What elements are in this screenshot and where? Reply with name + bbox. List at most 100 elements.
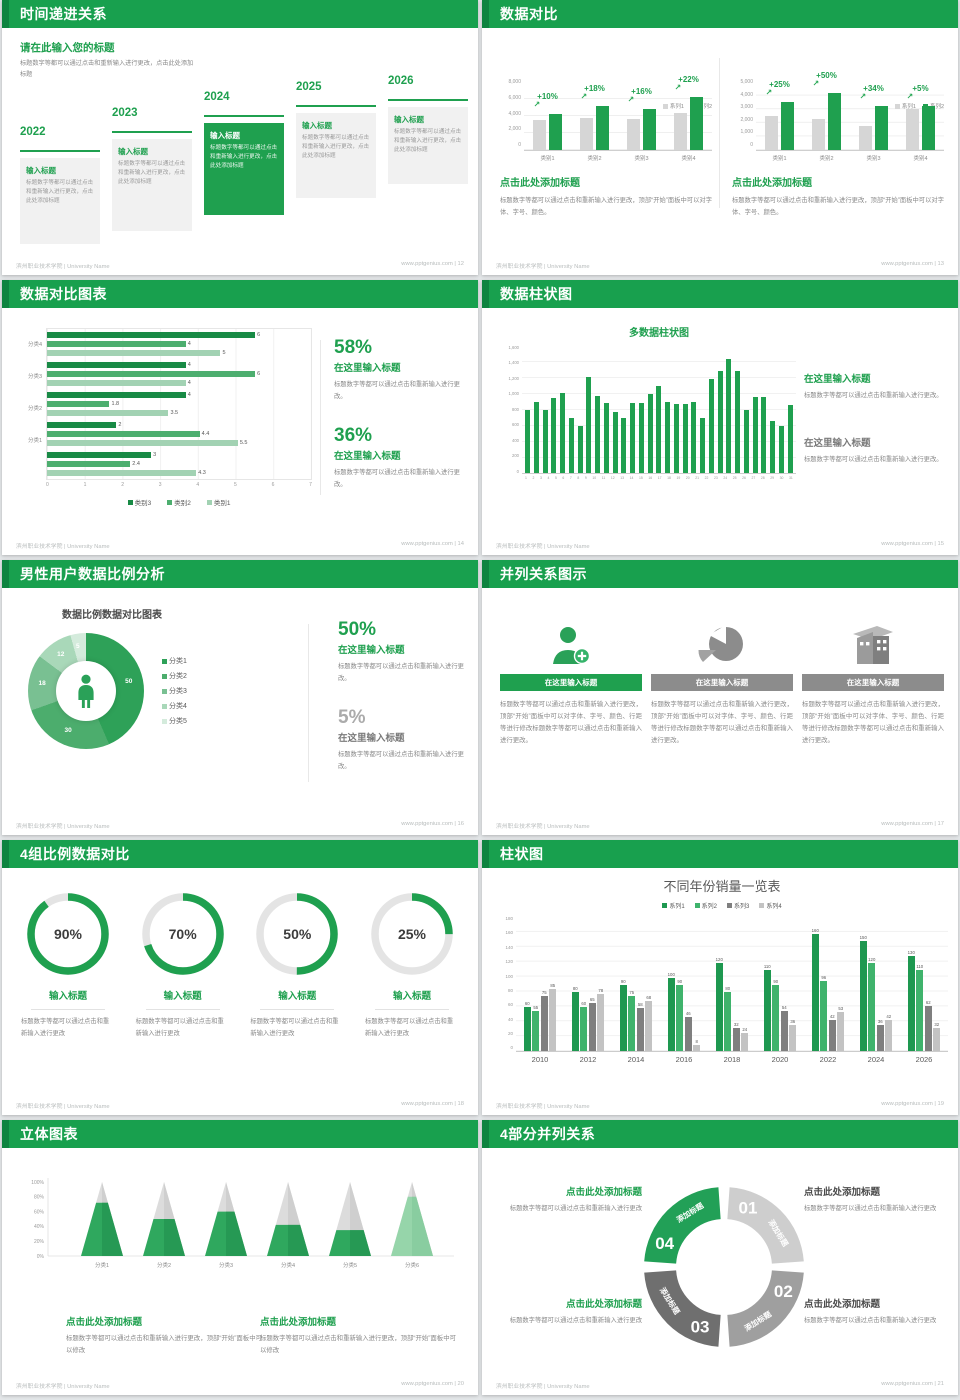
x-axis: 0 1 2 3 4 5 6 7	[46, 482, 312, 488]
bar	[47, 451, 152, 459]
chart-plot: 1,600 1,400 1,200 1,000 800 600 400 200 0	[496, 345, 796, 474]
bar-wrap: 24	[741, 1027, 749, 1051]
bar	[533, 402, 539, 473]
slide-page-20[interactable]: 立体图表 100% 80% 60% 40% 20% 0% 分类1 分类2 分类3 分类4 分类5 分类…	[2, 1120, 478, 1395]
slide-page-16[interactable]: 男性用户数据比例分析 数据比例数据对比图表 50 30 18 12 5 分类1 分类2 分类3 分…	[2, 560, 478, 835]
slide-page-12[interactable]: 时间递进关系 请在此输入您的标题 标题数字等都可以通过点击和重新输入进行更改，点…	[2, 0, 478, 275]
bar	[700, 417, 706, 473]
slide-page-13[interactable]: 数据对比 系列1 系列2 8,000 6,000 4,000 2,000 0 +10% ↗ +18…	[482, 0, 958, 275]
x-tick-label: 21	[695, 476, 700, 480]
delta-label: +25% ↗	[759, 81, 801, 97]
progress-ring-svg	[256, 893, 339, 975]
y-tick-label: 2,000	[508, 126, 521, 133]
bar-group: 80 60 65 78	[571, 986, 605, 1051]
title-bar-accent	[2, 280, 9, 308]
slide-title: 数据柱状图	[500, 286, 573, 302]
value-label: 4	[187, 380, 191, 386]
section-body: 标题数字等都可以通过点击和重新输入进行更改，顶部“开始”面板中可以对字体、字号、…	[732, 197, 944, 216]
legend-swatch	[662, 903, 668, 908]
bar	[763, 970, 771, 1051]
x-tick-label: 2	[532, 476, 535, 480]
x-tick-label: 10	[592, 476, 597, 480]
x-axis: 1 2 3 4 5 6 7 8 9 10 11 12 13 14 15 16 17 18 19 20 21 22 23 24 2…	[522, 476, 796, 480]
legend-label: 分类2	[169, 673, 187, 680]
bar-wrap: 8	[693, 1039, 701, 1051]
y-axis: 分类4 分类3 分类2 分类1	[20, 328, 46, 480]
bar	[588, 1003, 596, 1051]
legend-item: 类别3	[127, 497, 152, 507]
x-tick-label: 3	[158, 482, 162, 488]
bar-group: 110 90 54 36	[763, 964, 797, 1051]
bar-wrap: 80	[724, 986, 732, 1051]
footer-university: 滨州职业技术学院 | University Name	[496, 824, 590, 830]
x-tick-label: 25	[732, 476, 737, 480]
y-tick-label: 0	[750, 141, 753, 148]
value-label: 65	[589, 997, 595, 1003]
bar-wrap: 75	[540, 990, 548, 1051]
segment-number: 01	[739, 1199, 758, 1218]
grouped-bar-chart: 系列1 系列2 8,000 6,000 4,000 2,000 0 +10% ↗ +18% ↗ +16…	[500, 76, 712, 162]
slide-title: 4组比例数据对比	[20, 846, 130, 862]
footer-university: 滨州职业技术学院 | University Name	[16, 824, 110, 830]
ring-title: 输入标题	[163, 991, 202, 1002]
value-label: 4.4	[201, 431, 210, 437]
bar	[717, 370, 723, 473]
slide-page-15[interactable]: 数据柱状图 多数据柱状图 1,600 1,400 1,200 1,000 800 600 40…	[482, 280, 958, 555]
bar-wrap: 36	[876, 1019, 884, 1051]
slide-page-18[interactable]: 4组比例数据对比 90% 输入标题 标题数字等都可以通过点击和重新输入进行更改 70%…	[2, 840, 478, 1115]
slice-value-label: 12	[57, 650, 65, 658]
ring-segment-04	[644, 1187, 722, 1265]
value-label: 8	[695, 1039, 698, 1045]
slide-page-14[interactable]: 数据对比图表 分类4 分类3 分类2 分类1 6 4 5 4 6 4 4 1.8 3.5 2 4.4 5.5 3…	[2, 280, 478, 555]
block-heading: 点击此处添加标题	[804, 1187, 881, 1198]
bar-group: +16% ↗	[621, 82, 663, 150]
legend-label: 类别3	[134, 500, 152, 507]
slide-page-21[interactable]: 4部分并列关系 01 添加标题 02 添加标题 03 添加标题 04 添加标题 点击此处添加标…	[482, 1120, 958, 1395]
y-tick-label: 4,000	[740, 91, 753, 98]
bar-row: 3	[47, 451, 311, 459]
compare-chart-right-panel: 系列1 系列2 5,000 4,000 3,000 2,000 1,000 0 +25% ↗ +50…	[732, 42, 944, 219]
stat-value: 58%	[334, 337, 373, 358]
slide-page-19[interactable]: 柱状图 不同年份销量一览表 系列1 系列2 系列3 系列4 180 160 140 120 100…	[482, 840, 958, 1115]
slide-title: 数据对比图表	[20, 286, 107, 302]
x-tick-label: 4	[547, 476, 550, 480]
bar-group: +10% ↗	[527, 82, 569, 150]
bar-row: 2	[47, 421, 311, 429]
bar	[630, 402, 636, 473]
footer-site-page: www.pptgenius.com | 15	[881, 541, 944, 547]
legend-label: 分类1	[169, 658, 187, 665]
bar-wrap: 75	[628, 990, 636, 1051]
slide-footer: 滨州职业技术学院 | University Name www.pptgenius…	[496, 1381, 944, 1390]
x-tick-label: 2010	[531, 1055, 549, 1064]
stat-body: 标题数字等都可以通过点击和重新输入进行更改。	[804, 392, 943, 399]
title-bar-accent	[2, 1120, 9, 1148]
footer-university: 滨州职业技术学院 | University Name	[16, 1384, 110, 1390]
slide-page-17[interactable]: 并列关系图示 在这里输入标题 标题数字等都可以通过点击和重新输入进行更改，顶部“…	[482, 560, 958, 835]
bar	[571, 992, 579, 1051]
timeline-card-body: 标题数字等都可以通过点击和重新输入进行更改，点击此处添加标题	[118, 161, 186, 186]
male-person-icon	[78, 674, 94, 708]
legend-item: 分类3	[162, 686, 187, 696]
stat-label: 在这里输入标题	[804, 438, 871, 449]
title-bar-accent	[482, 560, 489, 588]
vertical-divider	[719, 58, 720, 208]
card-body: 标题数字等都可以通过点击和重新输入进行更改，顶部“开始”面板中可以对字体、字号、…	[500, 701, 642, 744]
bar	[542, 410, 548, 473]
intro-block: 请在此输入您的标题 标题数字等都可以通过点击和重新输入进行更改，点击此处添加标题	[20, 40, 198, 81]
bar-wrap: 42	[828, 1014, 836, 1051]
x-tick-label: 2020	[771, 1055, 789, 1064]
plot-area: 6 4 5 4 6 4 4 1.8 3.5 2 4.4 5.5 3 2.4 4.3	[46, 328, 312, 480]
bar-wrap: 96	[820, 975, 828, 1051]
legend-item: 分类4	[162, 701, 187, 711]
bar	[741, 1033, 749, 1051]
plot-area: +10% ↗ +18% ↗ +16% ↗ +22% ↗	[524, 76, 712, 151]
y-tick-label: 1,600	[508, 345, 519, 350]
x-tick-label: 类别1	[540, 156, 555, 162]
stat-block: 在这里输入标题 标题数字等都可以通过点击和重新输入进行更改。	[804, 368, 946, 402]
footer-university: 滨州职业技术学院 | University Name	[16, 1104, 110, 1110]
value-label: 60	[581, 1001, 587, 1006]
slide-title-bar: 男性用户数据比例分析	[2, 560, 478, 588]
value-label: 54	[781, 1005, 787, 1011]
